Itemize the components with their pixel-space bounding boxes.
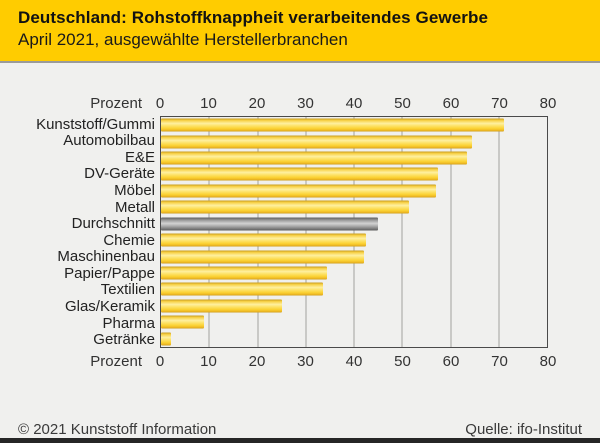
bar-row: [161, 117, 547, 133]
axis-label-top: Prozent: [90, 95, 142, 112]
value-bar: [161, 151, 468, 165]
average-bar: [161, 217, 379, 231]
value-bar: [161, 250, 364, 264]
bar-row: [161, 166, 547, 182]
bar-row: [161, 281, 547, 297]
bar-row: [161, 183, 547, 199]
gridline: [449, 117, 452, 347]
tick-label: 40: [345, 353, 363, 370]
tick-label: 10: [200, 353, 217, 370]
category-label: Getränke: [93, 331, 155, 349]
gridline: [401, 117, 404, 347]
chart-subtitle: April 2021, ausgewählte Herstellerbranch…: [18, 30, 348, 50]
bar-row: [161, 216, 547, 232]
value-bar: [161, 200, 410, 214]
tick-label: 20: [248, 353, 266, 370]
value-bar: [161, 167, 439, 181]
tick-label: 60: [442, 95, 460, 112]
axis-label-bottom: Prozent: [90, 353, 142, 370]
tick-label: 60: [442, 353, 460, 370]
tick-label: 70: [491, 353, 508, 370]
bar-row: [161, 232, 547, 248]
value-bar: [161, 184, 437, 198]
copyright-text: © 2021 Kunststoff Information: [18, 421, 217, 438]
category-label: Papier/Pappe: [64, 264, 155, 282]
bar-row: [161, 150, 547, 166]
value-bar: [161, 315, 205, 329]
value-bar: [161, 266, 328, 280]
category-labels: Kunststoff/Gummi Automobilbau E&E DV-Geräte…: [0, 116, 155, 348]
bar-row: [161, 199, 547, 215]
tick-label: 80: [539, 95, 557, 112]
gridline: [304, 117, 307, 347]
bottom-bar: [0, 438, 600, 443]
gridline: [353, 117, 355, 347]
gridline: [208, 117, 211, 347]
category-label: Metall: [114, 198, 155, 216]
header: Deutschland: Rohstoffknappheit verarbeit…: [0, 0, 600, 61]
tick-label: 70: [491, 95, 508, 112]
category-label: Kunststoff/Gummi: [36, 115, 155, 133]
bar-row: [161, 314, 547, 330]
bar-row: [161, 248, 547, 264]
value-bar: [161, 332, 171, 346]
tick-label: 0: [155, 95, 165, 112]
category-label: Textilien: [100, 281, 155, 299]
value-bar: [161, 299, 282, 313]
category-label: Maschinenbau: [57, 248, 155, 266]
category-label: Automobilbau: [63, 132, 155, 150]
value-bar: [161, 233, 367, 247]
tick-label: 30: [297, 95, 314, 112]
chart-title: Deutschland: Rohstoffknappheit verarbeit…: [18, 8, 489, 27]
tick-label: 40: [345, 95, 363, 112]
axis-bottom-ticks: 0 10 20 30 40 50 60 70 80: [156, 353, 557, 370]
gridline: [497, 117, 500, 347]
plot-area: [160, 116, 548, 348]
category-label: Glas/Keramik: [64, 298, 155, 316]
value-bar: [161, 282, 323, 296]
header-separator: [0, 61, 600, 63]
tick-label: 50: [394, 95, 411, 112]
category-label: Chemie: [103, 231, 155, 249]
category-label: Pharma: [102, 314, 155, 332]
category-label: E&E: [124, 148, 155, 166]
tick-label: 80: [539, 353, 557, 370]
tick-label: 0: [155, 353, 165, 370]
tick-label: 10: [200, 95, 217, 112]
bar-row: [161, 133, 547, 149]
value-bar: [161, 135, 473, 149]
source-text: Quelle: ifo-Institut: [465, 421, 582, 438]
bar-row: [161, 265, 547, 281]
bar-row: [161, 298, 547, 314]
tick-label: 30: [297, 353, 314, 370]
category-label: DV-Geräte: [84, 165, 155, 183]
tick-label: 50: [394, 353, 411, 370]
category-label: Möbel: [114, 182, 155, 200]
bar-row: [161, 331, 547, 347]
category-label: Durchschnitt: [71, 215, 155, 233]
gridline: [256, 117, 259, 347]
axis-top-ticks: 0 10 20 30 40 50 60 70 80: [156, 95, 557, 112]
tick-label: 20: [248, 95, 266, 112]
value-bar: [161, 118, 504, 132]
